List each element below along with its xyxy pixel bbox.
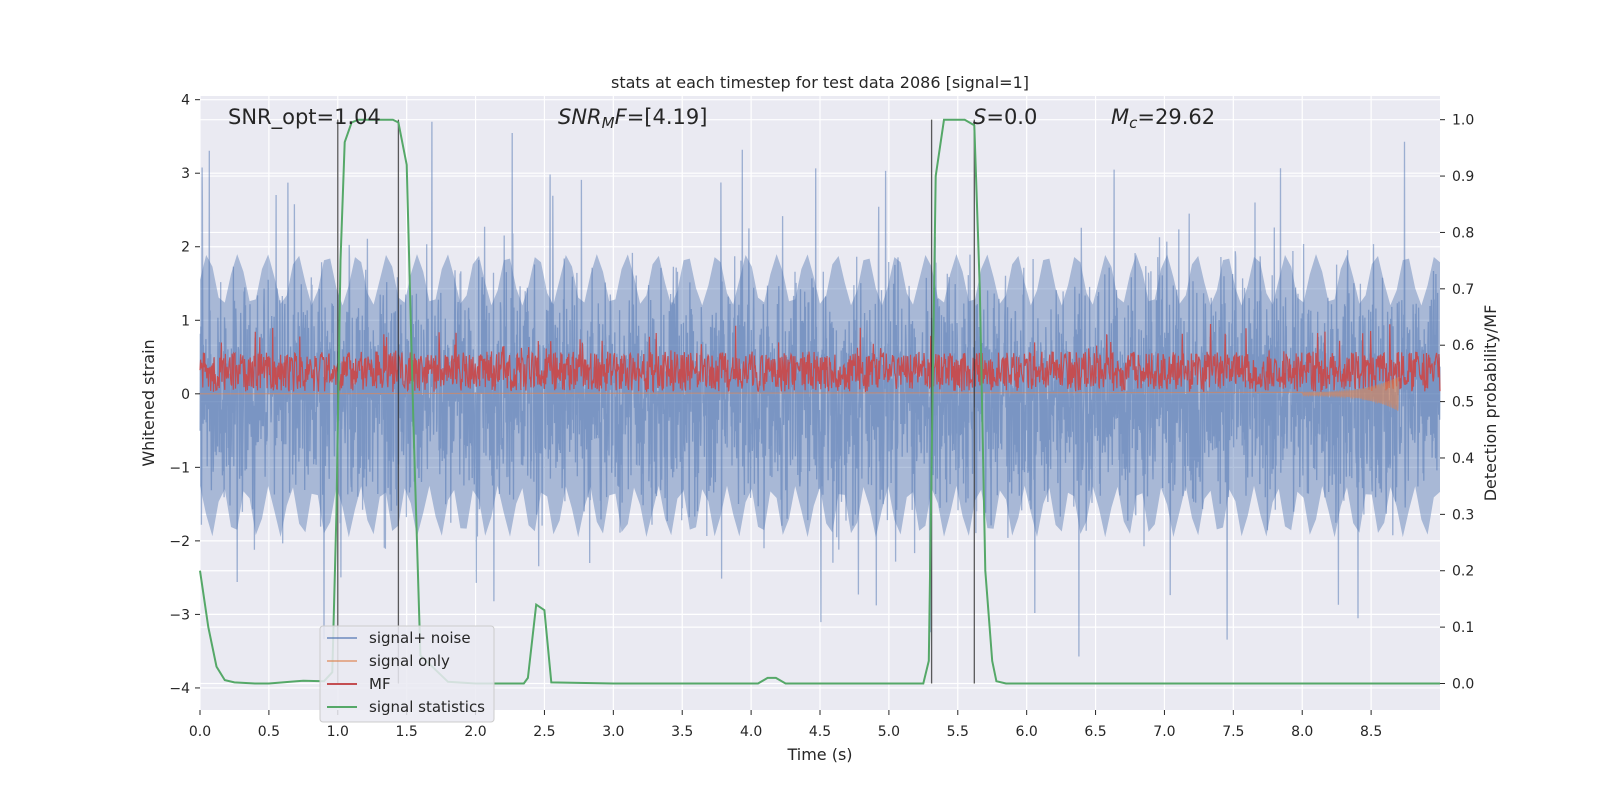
legend: signal+ noise signal only MF signal stat…: [319, 625, 495, 723]
x-tick-label: 3.5: [671, 724, 693, 740]
y2-tick-label: 0.9: [1452, 169, 1474, 185]
y2-tick-label: 0.5: [1452, 395, 1474, 411]
signal-noise-series: [199, 121, 1441, 657]
x-axis-label: Time (s): [786, 745, 852, 764]
x-tick-label: 7.5: [1222, 724, 1244, 740]
annotation-mc: Mc=29.62: [1111, 105, 1215, 132]
x-tick-label: 3.0: [602, 724, 624, 740]
signal-noise-band: [200, 254, 1440, 538]
legend-label-signal-noise: signal+ noise: [369, 629, 471, 647]
signal-only-series: [199, 376, 1400, 411]
y-tick-label: 2: [181, 240, 190, 256]
axis-ticks: 0.0 0.5 1.0 1.5 2.0 2.5 3.0 3.5 4.0 4.5 5.0 5.5 6.0 6…: [169, 93, 1474, 740]
y-tick-label: −3: [169, 607, 190, 623]
x-tick-label: 8.5: [1360, 724, 1382, 740]
x-tick-label: 2.0: [464, 724, 486, 740]
y-tick-label: 4: [181, 93, 190, 109]
x-tick-label: 1.5: [396, 724, 418, 740]
y2-tick-label: 0.0: [1452, 677, 1474, 693]
legend-box: [319, 625, 495, 723]
annotation-snr-opt: SNR_opt=1.04: [228, 105, 381, 130]
annotation-s: S=0.0: [973, 105, 1037, 129]
chart-title: stats at each timestep for test data 208…: [611, 73, 1029, 92]
y2-tick-label: 0.8: [1452, 225, 1474, 241]
signal-only-chirp: [1301, 376, 1400, 411]
y2-tick-label: 1.0: [1452, 113, 1474, 129]
y2-tick-label: 0.3: [1452, 507, 1474, 523]
x-tick-label: 4.0: [740, 724, 762, 740]
y2-tick-label: 0.1: [1452, 620, 1474, 636]
y2-tick-label: 0.4: [1452, 451, 1474, 467]
mf-line: [199, 323, 1441, 394]
y-tick-label: 3: [181, 166, 190, 182]
signal-noise-line: [199, 121, 1441, 657]
x-tick-label: 5.0: [878, 724, 900, 740]
x-tick-label: 0.0: [189, 724, 211, 740]
y-tick-label: 1: [181, 313, 190, 329]
annotation-snr-mf: SNRMF=[4.19]: [558, 105, 707, 132]
y-tick-label: −2: [169, 534, 190, 550]
legend-label-signal-statistics: signal statistics: [369, 698, 485, 716]
x-tick-label: 8.0: [1291, 724, 1313, 740]
mf-series: [199, 323, 1441, 394]
y-tick-label: 0: [181, 387, 190, 403]
y2-axis-label: Detection probability/MF: [1481, 305, 1500, 502]
x-tick-label: 2.5: [533, 724, 555, 740]
y-axis-label: Whitened strain: [139, 339, 158, 466]
x-tick-label: 6.5: [1084, 724, 1106, 740]
signal-only-line: [199, 391, 1303, 395]
y-tick-label: −1: [169, 460, 190, 476]
x-tick-label: 1.0: [327, 724, 349, 740]
x-tick-label: 0.5: [258, 724, 280, 740]
x-tick-label: 5.5: [947, 724, 969, 740]
y2-tick-label: 0.7: [1452, 282, 1474, 298]
x-tick-label: 6.0: [1016, 724, 1038, 740]
legend-label-signal-only: signal only: [369, 652, 450, 670]
legend-label-mf: MF: [369, 675, 391, 693]
x-tick-label: 4.5: [809, 724, 831, 740]
x-tick-label: 7.0: [1153, 724, 1175, 740]
y2-tick-label: 0.6: [1452, 338, 1474, 354]
y-tick-label: −4: [169, 681, 190, 697]
y2-tick-label: 0.2: [1452, 564, 1474, 580]
